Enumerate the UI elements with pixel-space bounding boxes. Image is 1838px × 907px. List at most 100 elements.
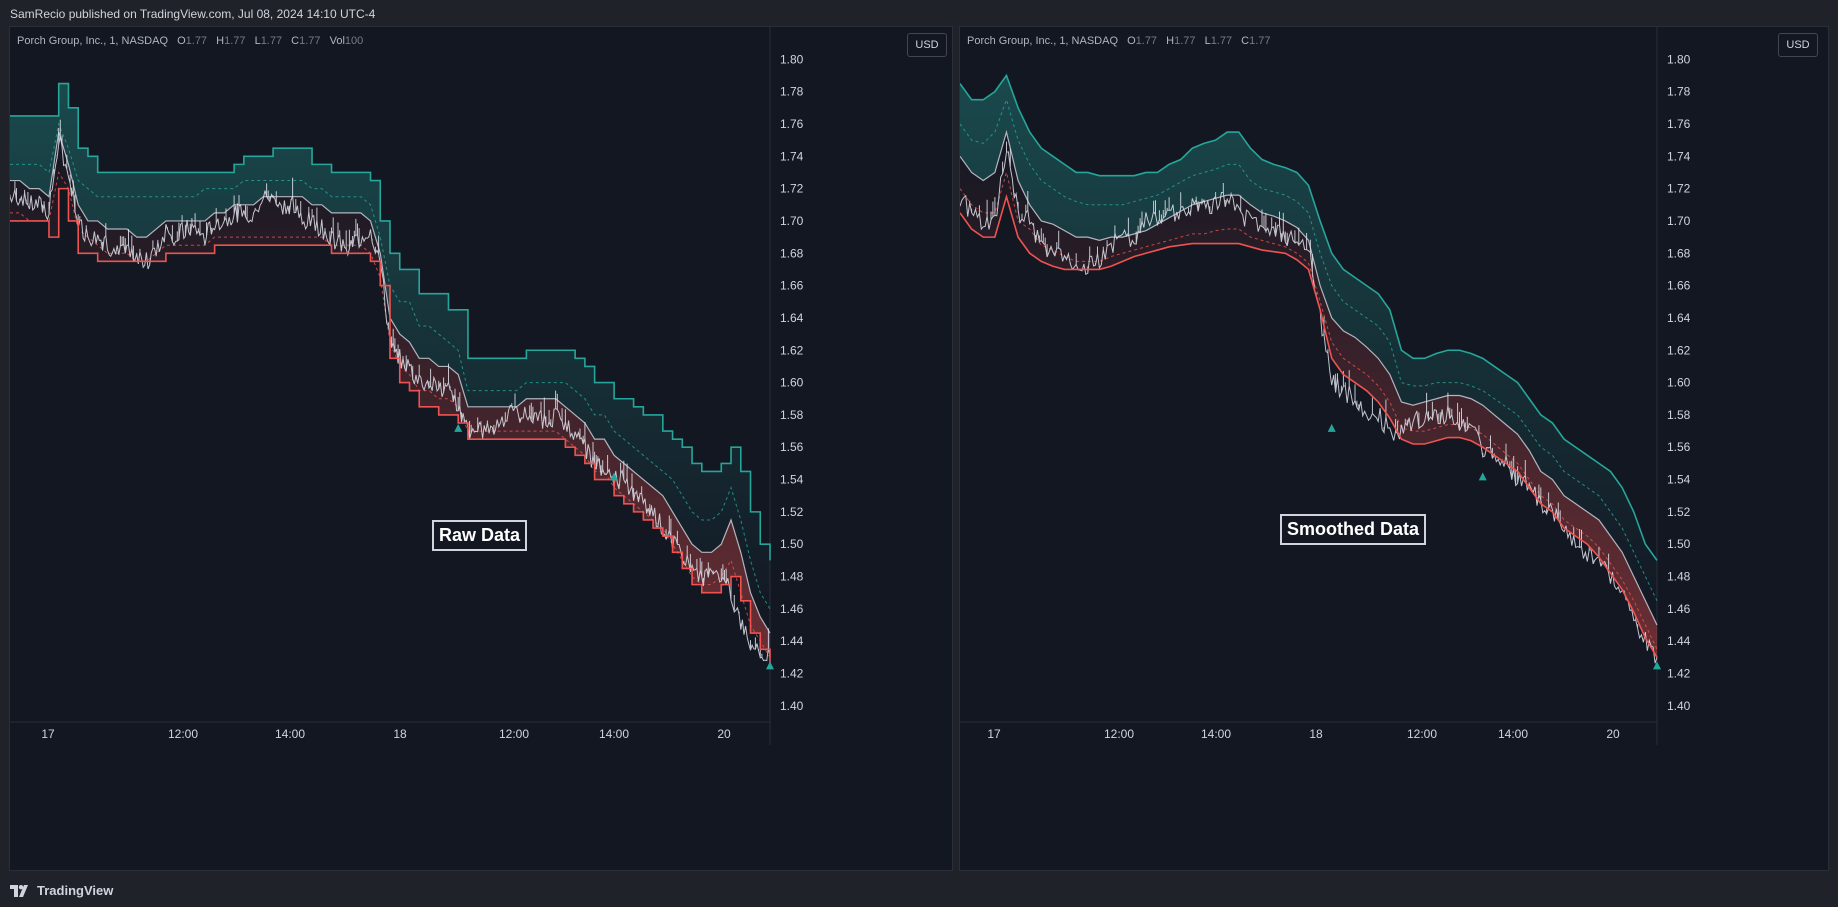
price-tick-label: 1.52 <box>780 505 804 519</box>
price-tick-label: 1.70 <box>1667 214 1691 228</box>
time-tick-label: 12:00 <box>1407 727 1437 741</box>
time-tick-label: 14:00 <box>275 727 305 741</box>
legend-low-value: 1.77 <box>1210 35 1233 47</box>
time-tick-label: 20 <box>717 727 731 741</box>
time-tick-label: 17 <box>987 727 1001 741</box>
legend-close-value: 1.77 <box>299 35 321 47</box>
price-tick-label: 1.66 <box>1667 279 1691 293</box>
signal-marker <box>766 661 774 670</box>
tradingview-logo-icon <box>10 884 28 897</box>
price-tick-label: 1.74 <box>1667 149 1691 163</box>
time-tick-label: 20 <box>1606 727 1620 741</box>
legend-close-label: C <box>291 35 300 47</box>
time-tick-label: 12:00 <box>1104 727 1134 741</box>
legend-symbol: Porch Group, Inc., 1, NASDAQ <box>967 35 1119 47</box>
lower-band-line <box>960 193 1658 658</box>
chart-pane-raw[interactable]: 1.80 1.78 1.76 1.74 1.72 1.70 1.68 1.66 1.64 1.62… <box>9 26 953 871</box>
price-tick-label: 1.78 <box>780 85 804 99</box>
price-line <box>960 141 1658 664</box>
price-tick-label: 1.72 <box>780 182 804 196</box>
time-tick-label: 14:00 <box>1201 727 1231 741</box>
upper-dashed-line <box>960 98 1658 601</box>
price-tick-label: 1.48 <box>780 570 804 584</box>
price-tick-label: 1.50 <box>1667 537 1691 551</box>
legend-open-label: O <box>177 35 186 47</box>
price-tick-label: 1.52 <box>1667 505 1691 519</box>
price-tick-label: 1.62 <box>1667 343 1691 357</box>
time-tick-label: 18 <box>1309 727 1323 741</box>
price-tick-label: 1.80 <box>1667 52 1691 66</box>
signal-marker <box>1327 423 1336 432</box>
time-tick-label: 12:00 <box>168 727 198 741</box>
legend-volume-value: 100 <box>344 35 364 47</box>
price-tick-label: 1.64 <box>1667 311 1691 325</box>
upper-band-fill <box>960 75 1657 626</box>
price-tick-label: 1.44 <box>780 634 804 648</box>
price-tick-label: 1.58 <box>780 408 804 422</box>
price-tick-label: 1.60 <box>1667 376 1691 390</box>
price-tick-label: 1.46 <box>780 602 804 616</box>
lower-band-line <box>10 187 771 666</box>
price-tick-label: 1.42 <box>780 667 804 681</box>
legend-high-value: 1.77 <box>224 35 246 47</box>
signal-marker <box>1478 472 1487 481</box>
price-tick-label: 1.76 <box>1667 117 1691 131</box>
price-tick-label: 1.58 <box>1667 408 1691 422</box>
price-tick-label: 1.66 <box>780 279 804 293</box>
legend-open-value: 1.77 <box>185 35 208 47</box>
legend-high-label: H <box>1166 35 1175 47</box>
price-tick-label: 1.50 <box>780 537 804 551</box>
price-tick-label: 1.48 <box>1667 570 1691 584</box>
upper-band-line <box>10 82 771 561</box>
price-tick-label: 1.62 <box>780 343 804 357</box>
legend-close-value: 1.77 <box>1249 35 1271 47</box>
chart-canvas-smoothed[interactable]: 1.80 1.78 1.76 1.74 1.72 1.70 1.68 1.66 1.64 1.62… <box>960 27 1829 871</box>
legend-low-value: 1.77 <box>260 35 283 47</box>
legend-symbol: Porch Group, Inc., 1, NASDAQ <box>17 35 169 47</box>
legend-high-value: 1.77 <box>1174 35 1196 47</box>
price-tick-label: 1.56 <box>1667 440 1691 454</box>
legend-close-label: C <box>1241 35 1250 47</box>
price-tick-label: 1.72 <box>1667 182 1691 196</box>
signal-marker <box>454 423 463 432</box>
price-tick-label: 1.40 <box>780 699 804 713</box>
signal-marker <box>610 472 619 481</box>
price-line <box>10 119 771 662</box>
upper-band-line <box>960 73 1658 561</box>
legend-high-label: H <box>216 35 225 47</box>
legend-open-value: 1.77 <box>1135 35 1158 47</box>
chart-canvas-raw[interactable]: 1.80 1.78 1.76 1.74 1.72 1.70 1.68 1.66 1.64 1.62… <box>10 27 953 871</box>
price-tick-label: 1.80 <box>780 52 804 66</box>
raw-data-annotation: Raw Data <box>432 520 528 551</box>
price-tick-label: 1.46 <box>1667 602 1691 616</box>
tradingview-logo[interactable]: TradingView <box>10 883 113 898</box>
chart-pane-smoothed[interactable]: 1.80 1.78 1.76 1.74 1.72 1.70 1.68 1.66 1.64 1.62… <box>959 26 1829 871</box>
symbol-legend: Porch Group, Inc., 1, NASDAQ O1.77 H1.77… <box>967 35 1271 47</box>
footer-bar: TradingView <box>0 874 1838 907</box>
legend-open-label: O <box>1127 35 1136 47</box>
time-tick-label: 18 <box>393 727 407 741</box>
price-tick-label: 1.74 <box>780 149 804 163</box>
price-tick-label: 1.68 <box>1667 246 1691 260</box>
legend-low-label: L <box>254 35 261 47</box>
symbol-legend: Porch Group, Inc., 1, NASDAQ O1.77 H1.77… <box>17 35 363 47</box>
price-tick-label: 1.64 <box>780 311 804 325</box>
time-tick-label: 14:00 <box>599 727 629 741</box>
price-tick-label: 1.44 <box>1667 634 1691 648</box>
currency-button[interactable]: USD <box>1778 33 1818 57</box>
price-tick-label: 1.78 <box>1667 85 1691 99</box>
legend-volume-label: Vol <box>329 35 345 47</box>
smoothed-data-annotation: Smoothed Data <box>1280 514 1427 545</box>
time-tick-label: 17 <box>41 727 55 741</box>
publish-header: SamRecio published on TradingView.com, J… <box>0 0 1838 26</box>
currency-button[interactable]: USD <box>907 33 947 57</box>
price-tick-label: 1.54 <box>1667 473 1691 487</box>
price-tick-label: 1.70 <box>780 214 804 228</box>
price-tick-label: 1.56 <box>780 440 804 454</box>
time-tick-label: 12:00 <box>499 727 529 741</box>
price-tick-label: 1.60 <box>780 376 804 390</box>
price-tick-label: 1.42 <box>1667 667 1691 681</box>
price-tick-label: 1.40 <box>1667 699 1691 713</box>
tradingview-brand-text: TradingView <box>37 883 114 898</box>
legend-low-label: L <box>1204 35 1211 47</box>
